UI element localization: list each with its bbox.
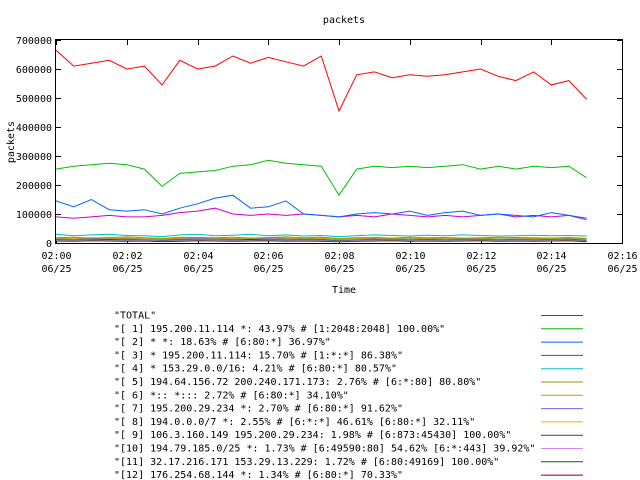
legend-label-2: "[ 2] * *: 18.63% # [6:80:*] 36.97%" (114, 337, 331, 348)
x-tick-label-time: 02:12 (466, 251, 496, 262)
x-tick-label-time: 02:06 (253, 251, 283, 262)
legend-label-9: "[ 9] 106.3.160.149 195.200.29.234: 1.98… (114, 430, 511, 441)
x-tick-label-time: 02:08 (324, 251, 354, 262)
series-line-12 (55, 240, 587, 243)
legend-label-8: "[ 8] 194.0.0.0/7 *: 2.55% # [6:*:*] 46.… (114, 417, 475, 428)
series-line-1 (55, 159, 587, 197)
legend-label-0: "TOTAL" (114, 311, 156, 322)
y-tick-label: 500000 (16, 94, 52, 105)
series-line-6 (55, 237, 587, 240)
axis-ticks: 0 100000 200000 300000 400000 500000 600000 700… (16, 36, 638, 275)
x-tick-label-date: 06/25 (253, 264, 283, 275)
y-tick-label: 300000 (16, 152, 52, 163)
series-line-4 (55, 233, 587, 238)
series-line-0 (55, 49, 587, 113)
y-tick-label: 400000 (16, 123, 52, 134)
series-line-2 (55, 194, 587, 221)
x-tick-label-date: 06/25 (112, 264, 142, 275)
x-tick-label-date: 06/25 (536, 264, 566, 275)
x-tick-label-time: 02:04 (183, 251, 213, 262)
y-axis-label: packets (6, 121, 17, 163)
series-line-3 (55, 207, 587, 219)
y-tick-label: 200000 (16, 181, 52, 192)
series-line-5 (55, 236, 587, 239)
x-tick-label-date: 06/25 (183, 264, 213, 275)
y-tick-label: 600000 (16, 65, 52, 76)
legend-label-6: "[ 6] *:: *::: 2.72% # [6:80:*] 34.10%" (114, 390, 349, 401)
chart-title: packets (323, 15, 365, 26)
series-lines (55, 49, 587, 243)
x-axis-label: Time (332, 285, 356, 296)
x-tick-label-time: 02:02 (112, 251, 142, 262)
legend-label-12: "[12] 176.254.68.144 *: 1.34% # [6:80:*]… (114, 470, 403, 480)
legend-label-11: "[11] 32.17.216.171 153.29.13.229: 1.72%… (114, 457, 499, 468)
x-tick-label-time: 02:14 (536, 251, 566, 262)
legend-label-3: "[ 3] * 195.200.11.114: 15.70% # [1:*:*]… (114, 350, 403, 361)
plot-frame (55, 39, 623, 244)
x-tick-label-time: 02:16 (607, 251, 637, 262)
y-tick-label: 100000 (16, 210, 52, 221)
y-tick-label: 0 (46, 239, 52, 250)
x-tick-label-date: 06/25 (395, 264, 425, 275)
legend-label-7: "[ 7] 195.200.29.234 *: 2.70% # [6:80:*]… (114, 404, 403, 415)
x-tick-label-time: 02:10 (395, 251, 425, 262)
x-tick-label-date: 06/25 (607, 264, 637, 275)
legend-label-10: "[10] 194.79.185.0/25 *: 1.73% # [6:4959… (114, 444, 535, 455)
x-tick-label-date: 06/25 (324, 264, 354, 275)
legend-label-4: "[ 4] * 153.29.0.0/16: 4.21% # [6:80:*] … (114, 364, 397, 375)
x-tick-label-time: 02:00 (41, 251, 71, 262)
legend-label-5: "[ 5] 194.64.156.72 200.240.171.173: 2.7… (114, 377, 481, 388)
y-tick-label: 700000 (16, 36, 52, 47)
series-line-10 (55, 239, 587, 242)
legend: "TOTAL" "[ 1] 195.200.11.114 *: 43.97% # … (114, 311, 583, 480)
x-tick-label-date: 06/25 (466, 264, 496, 275)
x-tick-label-date: 06/25 (41, 264, 71, 275)
legend-label-1: "[ 1] 195.200.11.114 *: 43.97% # [1:2048… (114, 324, 445, 335)
